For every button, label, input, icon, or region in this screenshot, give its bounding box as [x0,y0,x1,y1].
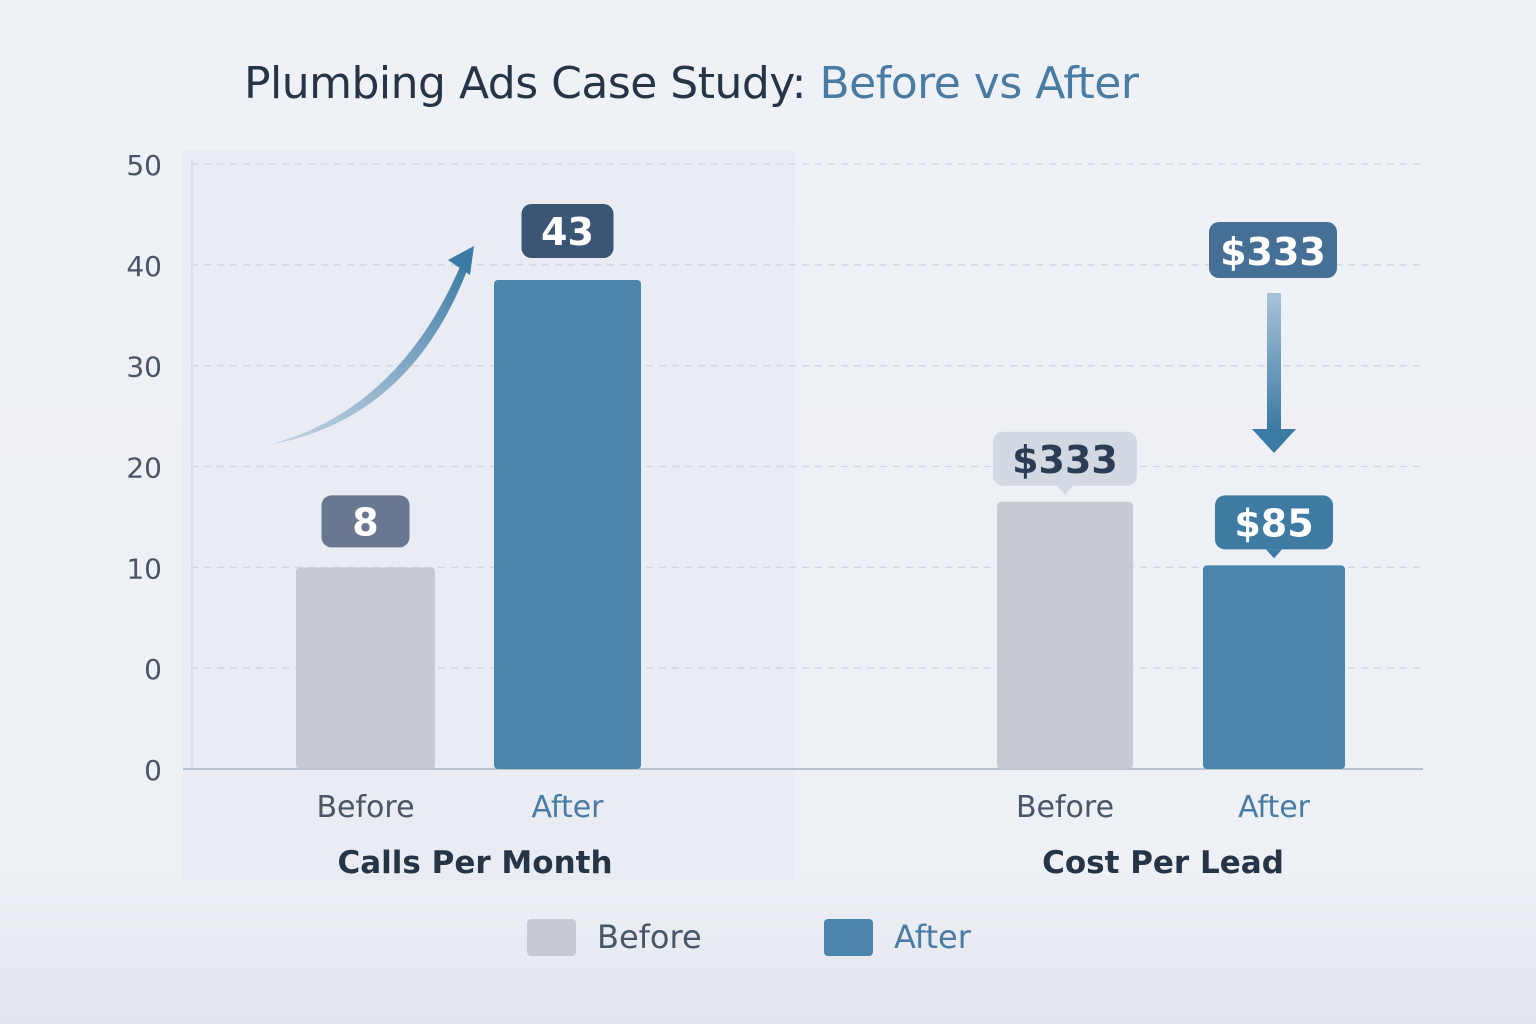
legend-label: Before [597,918,702,956]
data-label-box [521,204,614,258]
group-title: Calls Per Month [337,845,612,881]
data-label-pointer [1266,549,1282,559]
y-tick-label: 30 [126,351,162,384]
data-label: 8 [352,500,378,544]
data-label-pointer [1057,485,1073,495]
bar-before [296,567,435,769]
data-label-box [321,495,410,548]
data-label-box [993,431,1137,486]
title-main: Plumbing Ads Case Study: [244,58,820,109]
legend-label: After [894,918,972,956]
y-tick-label: 10 [126,552,162,585]
title-highlight: Before vs After [819,58,1139,109]
left-panel-bg [183,150,795,880]
trend-up-arrowhead-icon [448,246,474,275]
bar-before [997,501,1133,769]
data-label: $85 [1234,501,1313,545]
y-tick-label: 50 [126,149,162,182]
y-tick-label: 20 [126,452,162,485]
legend-swatch-before [527,919,576,956]
bar-after [494,279,641,769]
legend-swatch-after [824,919,873,956]
extra-label-box [1209,222,1337,278]
data-label-box [1215,495,1333,550]
x-category-label: Before [316,790,414,825]
group-title: Cost Per Lead [1042,845,1284,881]
x-category-label: After [531,790,604,825]
extra-label: $333 [1220,230,1326,274]
bar-after [1203,565,1345,769]
x-category-label: Before [1016,790,1114,825]
y-tick-label: 40 [126,250,162,283]
data-label: $333 [1012,438,1118,482]
data-label: 43 [541,210,594,254]
chart-title: Plumbing Ads Case Study: Before vs After [244,58,1139,109]
trend-down-arrowhead-icon [1252,429,1296,453]
y-tick-label: 0 [144,653,162,686]
x-category-label: After [1238,790,1311,825]
trend-down-arrow-icon [1267,293,1281,430]
y-tick-label: 0 [144,754,162,787]
